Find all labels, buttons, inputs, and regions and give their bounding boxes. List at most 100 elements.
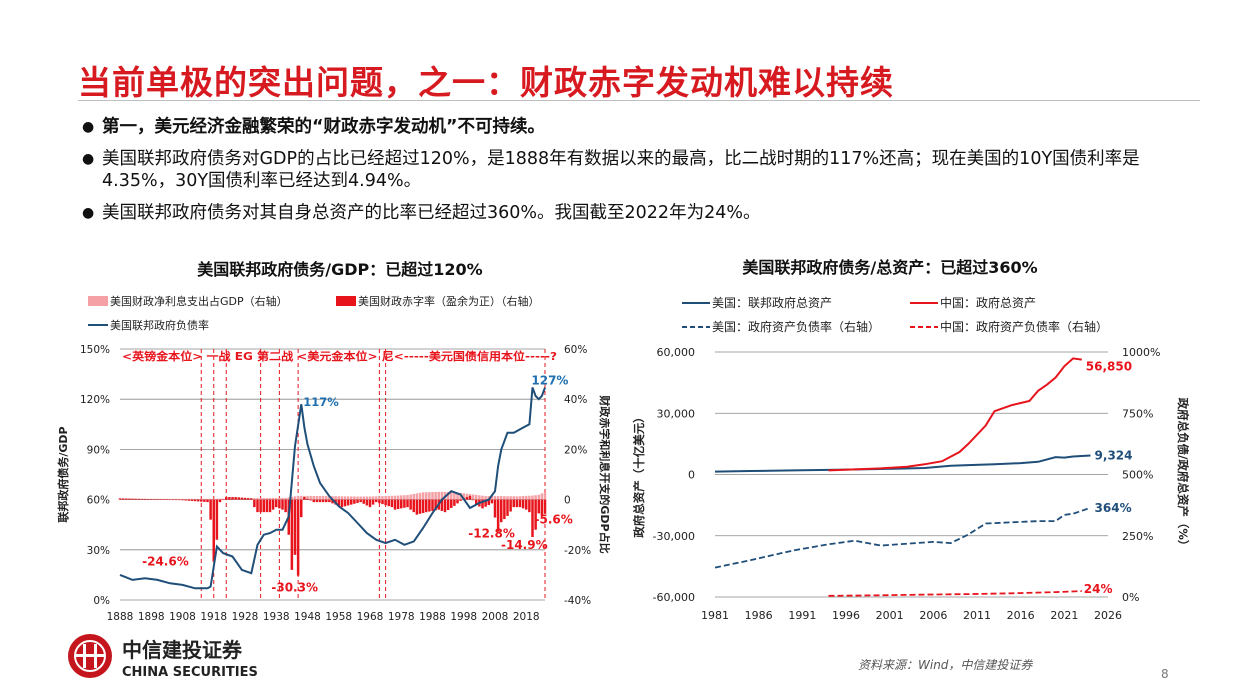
interest-bar: [321, 496, 325, 500]
deficit-bar: [340, 499, 344, 508]
deficit-bar: [190, 499, 194, 501]
interest-bar: [496, 496, 500, 500]
deficit-bar: [215, 499, 219, 540]
interest-bar: [434, 491, 437, 500]
deficit-bar: [175, 499, 178, 501]
interest-bar: [490, 496, 494, 500]
x-tick-label: 1998: [450, 611, 477, 623]
interest-bar: [487, 496, 490, 500]
deficit-bar: [184, 499, 187, 501]
interest-bar: [431, 492, 434, 500]
deficit-bar: [140, 498, 144, 500]
x-tick-label: 1898: [138, 611, 165, 623]
deficit-bar: [150, 499, 153, 500]
interest-bar: [537, 494, 540, 500]
deficit-bar: [250, 498, 253, 500]
deficit-bar: [218, 499, 222, 503]
deficit-bar: [371, 499, 375, 505]
deficit-bar: [518, 499, 522, 508]
deficit-bar: [293, 499, 297, 555]
interest-bar: [518, 496, 522, 500]
deficit-bar: [484, 499, 487, 507]
deficit-bar: [496, 499, 500, 532]
y-tick-label-left: 0%: [93, 595, 110, 607]
interest-bar: [209, 498, 212, 500]
interest-bar: [484, 496, 487, 500]
deficit-bar: [296, 499, 300, 576]
deficit-bar: [500, 499, 503, 523]
deficit-bar: [171, 499, 175, 501]
deficit-bar: [181, 499, 184, 501]
deficit-bar: [403, 499, 406, 508]
interest-bar: [387, 495, 390, 500]
x-tick-label: 1908: [169, 611, 196, 623]
interest-bar: [203, 498, 206, 500]
interest-bar: [450, 492, 453, 500]
interest-bar: [184, 498, 187, 500]
y-tick-label-right: 500%: [1122, 469, 1153, 482]
interest-bar: [165, 498, 169, 500]
deficit-bar: [471, 499, 475, 501]
interest-bar: [215, 498, 219, 500]
logo-emblem-icon: 中信建投证券 CHINA SECURITIES: [68, 634, 258, 680]
interest-bar: [400, 495, 403, 500]
x-tick-label: 2026: [1094, 609, 1122, 622]
deficit-bar: [421, 499, 425, 513]
deficit-bar: [337, 499, 340, 506]
deficit-bar: [278, 499, 281, 509]
y-axis-label-right: 财政赤字和利息开支的GDP占比: [598, 394, 610, 553]
bullet-text: 美国联邦政府债务对GDP的占比已经超过120%，是1888年有数据以来的最高，比…: [102, 149, 1140, 191]
deficit-bar: [321, 499, 325, 503]
x-tick-label: 2016: [1007, 609, 1035, 622]
y-tick-label-left: 150%: [80, 344, 110, 356]
interest-bar: [531, 495, 534, 500]
annotation-label: 117%: [303, 395, 339, 409]
deficit-bar: [262, 499, 265, 513]
us-debt-ratio-line: [714, 506, 1091, 569]
legend-label: 美国：联邦政府总资产: [712, 295, 832, 310]
y-tick-label-right: 250%: [1122, 530, 1153, 543]
interest-bar: [540, 493, 544, 500]
x-tick-label: 2001: [876, 609, 904, 622]
legend-label: 中国：政府资产负债率（右轴）: [940, 319, 1108, 334]
interest-bar: [331, 496, 334, 500]
annotation-label: -30.3%: [271, 581, 318, 595]
deficit-bar: [240, 497, 244, 500]
interest-bar: [478, 495, 481, 500]
legend-label: 美国：政府资产负债率（右轴）: [712, 319, 880, 334]
interest-bar: [187, 498, 190, 500]
deficit-bar: [409, 499, 412, 510]
y-tick-label-right: -20%: [564, 545, 591, 557]
interest-bar: [206, 498, 209, 500]
interest-bar: [403, 495, 406, 500]
deficit-bar: [440, 499, 444, 511]
interest-bar: [359, 496, 362, 500]
y-axis-label-right: 政府总负债/政府总资产（%）: [1176, 398, 1190, 552]
deficit-bar: [418, 499, 422, 514]
interest-bar: [200, 498, 203, 500]
deficit-bar: [225, 497, 228, 500]
x-tick-label: 1981: [701, 609, 729, 622]
y-tick-label-left: -60,000: [653, 591, 695, 604]
interest-bar: [381, 496, 384, 500]
interest-bar: [268, 497, 272, 500]
deficit-bar: [328, 499, 331, 503]
deficit-bar: [246, 498, 250, 500]
page-number: 8: [1161, 667, 1169, 681]
x-tick-label: 2006: [919, 609, 947, 622]
deficit-bar: [268, 499, 272, 513]
interest-bar: [353, 496, 356, 500]
deficit-bar: [384, 499, 387, 506]
chart-title-left: 美国联邦政府债务/GDP：已超过120%: [197, 260, 483, 279]
interest-bar: [256, 498, 259, 500]
interest-bar: [156, 498, 159, 500]
interest-bar: [315, 495, 319, 500]
deficit-bar: [346, 499, 350, 506]
deficit-bar: [315, 499, 319, 503]
interest-bar: [428, 492, 431, 500]
interest-bar: [275, 497, 278, 500]
interest-bar: [343, 496, 347, 500]
deficit-bar: [450, 499, 453, 508]
cn-total-assets-line: [828, 357, 1082, 472]
